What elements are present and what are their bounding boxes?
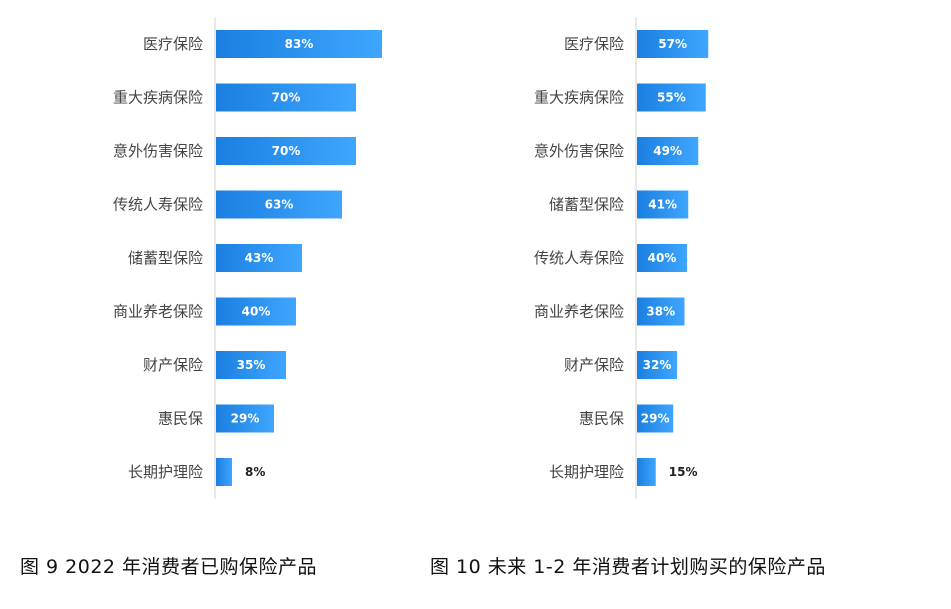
left-category-label: 财产保险 [143,356,203,374]
left-category-label: 医疗保险 [143,35,203,53]
right-value-label: 38% [646,305,675,319]
left-bar [216,190,342,219]
left-bar [216,404,274,433]
right-bar [637,30,709,58]
right-bar [637,458,656,486]
left-value-label: 8% [245,465,265,479]
right-bar [637,351,677,379]
right-value-label: 29% [641,412,670,426]
right-value-label: 32% [643,358,672,372]
left-bar [216,137,356,165]
right-category-label: 医疗保险 [564,35,624,53]
right-bar [637,137,699,165]
left-category-label: 意外伤害保险 [113,142,203,160]
right-bar [637,190,689,219]
right-value-label: 15% [669,465,698,479]
left-bar [216,30,382,58]
left-value-label: 63% [265,198,294,212]
right-value-label: 57% [658,37,687,51]
left-category-label: 传统人寿保险 [113,196,203,214]
left-value-label: 83% [285,37,314,51]
left-value-label: 43% [245,251,274,265]
chart-plan-to-purchase: 医疗保险 57% 重大疾病保险 55% 意外伤害保险 49% 储蓄型保险 41% 传统人寿保险 4… [534,17,709,499]
left-bar [216,83,356,112]
right-category-label: 重大疾病保险 [534,89,624,107]
right-bar [637,83,706,112]
chart-already-purchased: 医疗保险 83% 重大疾病保险 70% 意外伤害保险 70% 传统人寿保险 63% 储蓄型保险 4… [113,17,382,499]
right-value-label: 40% [648,251,677,265]
left-bar [216,351,286,379]
left-category-label: 长期护理险 [128,463,203,481]
left-bar [216,297,296,326]
right-value-label: 55% [657,91,686,105]
right-value-label: 41% [648,198,677,212]
right-category-label: 商业养老保险 [534,303,624,321]
right-category-label: 意外伤害保险 [534,142,624,160]
left-value-label: 35% [237,358,266,372]
right-category-label: 传统人寿保险 [534,249,624,267]
left-value-label: 29% [231,412,260,426]
right-bar [637,404,674,433]
right-bar [637,244,687,272]
right-category-label: 财产保险 [564,356,624,374]
left-category-label: 惠民保 [158,410,203,428]
left-value-label: 70% [272,91,301,105]
left-category-label: 重大疾病保险 [113,89,203,107]
left-value-label: 70% [272,144,301,158]
right-value-label: 49% [653,144,682,158]
right-category-label: 惠民保 [579,410,624,428]
left-bar [216,458,232,486]
left-category-label: 商业养老保险 [113,303,203,321]
left-category-label: 储蓄型保险 [128,249,203,267]
right-category-label: 长期护理险 [549,463,624,481]
left-value-label: 40% [242,305,271,319]
right-bar [637,297,685,326]
left-bar [216,244,302,272]
figure-caption-left: 图 9 2022 年消费者已购保险产品 [20,556,318,578]
figure-caption-right: 图 10 未来 1-2 年消费者计划购买的保险产品 [430,556,826,578]
right-category-label: 储蓄型保险 [549,196,624,214]
